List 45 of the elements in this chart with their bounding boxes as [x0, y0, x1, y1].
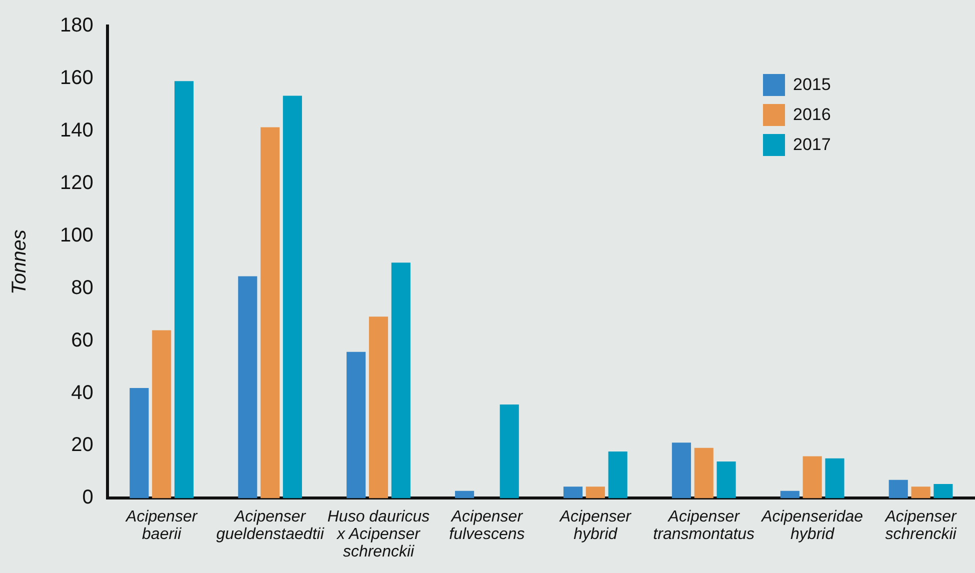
bar: [586, 486, 605, 498]
x-tick-label: Acipenser baerii: [125, 508, 198, 544]
bar: [563, 486, 583, 498]
y-tick-label: 140: [60, 119, 94, 142]
x-tick-label: Acipenser gueldenstaedtii: [216, 508, 324, 544]
bar: [911, 486, 930, 498]
y-tick-label: 120: [60, 172, 94, 194]
bar: [368, 316, 388, 498]
bar: [888, 480, 908, 498]
bar: [282, 96, 302, 498]
bar: [455, 490, 474, 498]
bar: [825, 458, 844, 498]
bar: [694, 448, 714, 498]
bar: [130, 388, 149, 498]
legend-label: 2017: [793, 135, 831, 155]
legend-label: 2015: [793, 75, 831, 95]
bar: [716, 461, 736, 498]
x-tick-label: Acipenser fulvescens: [449, 508, 525, 544]
bar: [174, 81, 194, 498]
y-tick-label: 20: [71, 434, 94, 456]
bar: [802, 456, 822, 498]
bar: [608, 452, 628, 498]
bar: [346, 352, 366, 498]
bar: [152, 330, 172, 498]
y-tick-label: 60: [71, 329, 94, 352]
bar: [500, 404, 519, 498]
x-tick-label: Acipenser schrenckii: [884, 508, 958, 544]
bar: [260, 127, 280, 498]
legend-label: 2016: [793, 105, 831, 125]
y-tick-label: 40: [71, 382, 94, 404]
bar: [780, 490, 800, 498]
x-tick-label: Acipenser transmontatus: [653, 508, 755, 544]
y-tick-label: 180: [60, 14, 94, 37]
bar: [672, 442, 691, 498]
x-tick-label: Huso dauricus x Acipenser schrenckii: [327, 508, 430, 561]
bar: [934, 484, 953, 498]
y-tick-label: 100: [60, 224, 94, 246]
y-axis-title: Tonnes: [8, 230, 31, 295]
bar: [391, 262, 410, 498]
x-tick-label: Acipenser hybrid: [558, 508, 632, 544]
y-tick-label: 0: [82, 486, 94, 509]
x-tick-label: Acipenseridae hybrid: [760, 508, 864, 544]
bar: [238, 276, 258, 498]
y-tick-label: 160: [60, 66, 94, 89]
y-tick-label: 80: [71, 276, 94, 299]
